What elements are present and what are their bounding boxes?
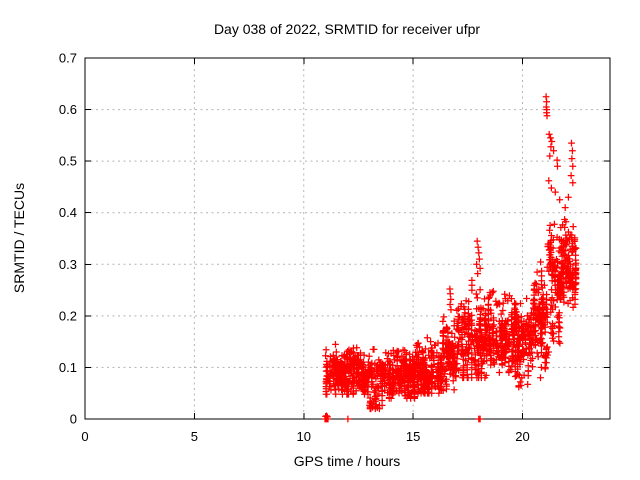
y-tick-label: 0.3 xyxy=(59,257,77,272)
x-tick-label: 20 xyxy=(515,429,529,444)
x-tick-label: 15 xyxy=(406,429,420,444)
chart-title: Day 038 of 2022, SRMTID for receiver ufp… xyxy=(214,21,480,37)
y-tick-label: 0.1 xyxy=(59,360,77,375)
axis-ticks xyxy=(84,57,610,420)
tick-labels: 0 0.1 0.2 0.3 0.4 0.5 0.6 0.7 0 5 10 15 20 xyxy=(59,51,530,445)
y-tick-label: 0 xyxy=(70,412,77,427)
x-tick-label: 5 xyxy=(191,429,198,444)
data-points-series xyxy=(321,93,580,423)
y-tick-label: 0.5 xyxy=(59,154,77,169)
y-axis-label: SRMTID / TECUs xyxy=(11,183,27,293)
y-tick-label: 0.4 xyxy=(59,205,77,220)
y-tick-label: 0.7 xyxy=(59,51,77,66)
x-tick-label: 10 xyxy=(297,429,311,444)
y-tick-label: 0.2 xyxy=(59,308,77,323)
y-tick-label: 0.6 xyxy=(59,102,77,117)
x-tick-label: 0 xyxy=(81,429,88,444)
x-axis-label: GPS time / hours xyxy=(294,453,401,469)
